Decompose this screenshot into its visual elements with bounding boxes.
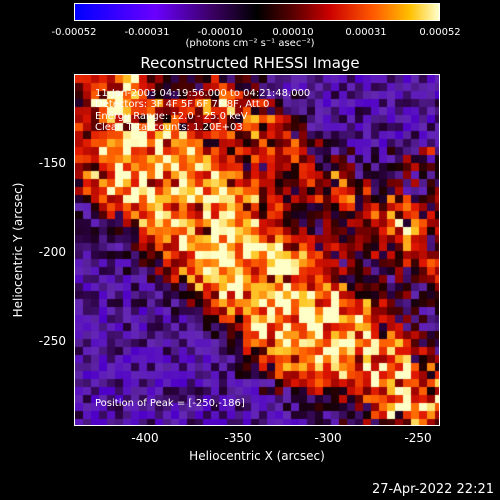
colorbar <box>74 3 440 21</box>
colorbar-tick: -0.00010 <box>197 27 243 38</box>
info-clean: Clean Total counts: 1.20E+03 <box>95 122 243 133</box>
colorbar-tick: 0.00052 <box>419 27 461 38</box>
x-tick: -300 <box>314 431 342 445</box>
x-tick: -250 <box>404 431 432 445</box>
colorbar-tick: 0.00010 <box>272 27 314 38</box>
colorbar-tick: -0.00052 <box>51 27 97 38</box>
colorbar-unit: (photons cm⁻² s⁻¹ asec⁻²) <box>185 38 315 49</box>
info-energy: Energy Range: 12.0 - 25.0 keV <box>95 111 248 122</box>
y-tick: -150 <box>38 156 66 170</box>
x-tick: -400 <box>131 431 159 445</box>
y-axis-label: Heliocentric Y (arcsec) <box>11 182 25 318</box>
x-tick: -350 <box>224 431 252 445</box>
timestamp: 27-Apr-2022 22:21 <box>372 482 494 497</box>
x-axis-label: Heliocentric X (arcsec) <box>189 449 325 463</box>
image-plot: 11-Jan-2003 04:19:56.000 to 04:21:48.000… <box>74 74 440 426</box>
colorbar-tick: 0.00031 <box>345 27 387 38</box>
y-tick: -250 <box>38 334 66 348</box>
reconstructed-image <box>75 75 439 425</box>
colorbar-tick: -0.00031 <box>124 27 170 38</box>
y-tick: -200 <box>38 245 66 259</box>
info-peak: Position of Peak = [-250,-186] <box>95 398 245 409</box>
info-time: 11-Jan-2003 04:19:56.000 to 04:21:48.000 <box>95 88 311 99</box>
page-title: Reconstructed RHESSI Image <box>140 54 360 72</box>
info-detectors: Detectors: 3F 4F 5F 6F 7F 8F, Att 0 <box>95 99 270 110</box>
